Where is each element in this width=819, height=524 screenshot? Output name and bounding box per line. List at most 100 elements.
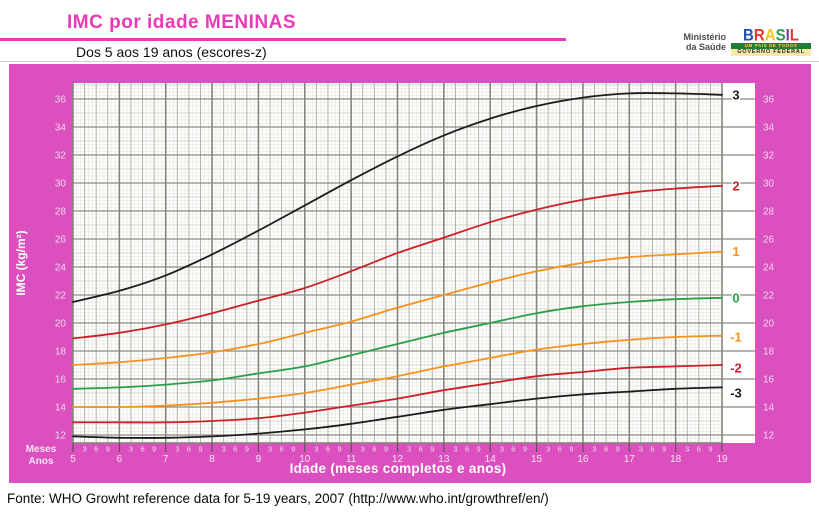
svg-text:18: 18	[670, 454, 682, 465]
svg-text:11: 11	[346, 454, 357, 465]
svg-text:36: 36	[763, 95, 775, 106]
svg-text:14: 14	[55, 403, 67, 414]
svg-text:3: 3	[175, 445, 179, 454]
svg-text:30: 30	[55, 179, 67, 190]
bmi-chart-panel: 5 6 7 8 9 10 11 12 13 14 15 16 17 18 19 3 6 9 3 6 9 3 6 9 3 6 9 3 6 9…	[9, 64, 811, 483]
svg-text:14: 14	[763, 403, 775, 414]
svg-text:34: 34	[763, 123, 775, 134]
svg-text:9: 9	[245, 445, 249, 454]
svg-text:9: 9	[384, 445, 388, 454]
bmi-chart-svg: 5 6 7 8 9 10 11 12 13 14 15 16 17 18 193 6 9 3 6 9 3 6 9 3 6 9 3 6 9…	[55, 83, 775, 465]
brasil-letter: S	[775, 26, 786, 45]
svg-text:16: 16	[55, 375, 67, 386]
svg-text:32: 32	[55, 151, 67, 162]
svg-text:16: 16	[577, 454, 589, 465]
brasil-letter: R	[753, 26, 765, 45]
curve-label-z-1: -1	[730, 330, 742, 345]
svg-text:6: 6	[117, 454, 123, 465]
ministry-of-health-label: Ministério da Saúde	[683, 32, 726, 53]
y-axis-title: IMC (kg/m²)	[14, 230, 28, 296]
svg-text:7: 7	[163, 454, 169, 465]
svg-text:22: 22	[763, 291, 775, 302]
svg-text:32: 32	[763, 151, 775, 162]
svg-text:20: 20	[763, 319, 775, 330]
svg-text:3: 3	[639, 445, 643, 454]
svg-text:22: 22	[55, 291, 67, 302]
svg-text:6: 6	[326, 445, 330, 454]
svg-text:6: 6	[604, 445, 608, 454]
svg-text:12: 12	[55, 431, 67, 442]
svg-text:14: 14	[485, 454, 497, 465]
svg-text:30: 30	[763, 179, 775, 190]
curve-label-z1: 1	[732, 244, 739, 259]
svg-text:20: 20	[55, 319, 67, 330]
curve-label-z-3: -3	[730, 386, 742, 401]
svg-text:34: 34	[55, 123, 67, 134]
svg-text:6: 6	[697, 445, 701, 454]
svg-text:3: 3	[546, 445, 550, 454]
svg-text:8: 8	[209, 454, 215, 465]
brasil-letter: I	[785, 26, 790, 45]
svg-text:19: 19	[716, 454, 728, 465]
svg-text:6: 6	[419, 445, 423, 454]
svg-text:36: 36	[55, 95, 67, 106]
title-underline	[0, 38, 566, 41]
svg-text:18: 18	[763, 347, 775, 358]
svg-text:9: 9	[430, 445, 434, 454]
svg-text:9: 9	[569, 445, 573, 454]
curve-label-z-2: -2	[730, 360, 742, 375]
svg-text:9: 9	[662, 445, 666, 454]
svg-text:9: 9	[337, 445, 341, 454]
svg-text:9: 9	[256, 454, 262, 465]
svg-text:3: 3	[407, 445, 411, 454]
svg-text:6: 6	[372, 445, 376, 454]
svg-text:6: 6	[465, 445, 469, 454]
svg-text:26: 26	[55, 235, 67, 246]
svg-text:28: 28	[763, 207, 775, 218]
svg-text:9: 9	[291, 445, 295, 454]
svg-text:12: 12	[392, 454, 404, 465]
curve-label-z2: 2	[732, 178, 739, 193]
svg-text:3: 3	[222, 445, 226, 454]
svg-text:16: 16	[763, 375, 775, 386]
curve-label-z0: 0	[732, 290, 739, 305]
svg-text:26: 26	[763, 235, 775, 246]
svg-text:6: 6	[511, 445, 515, 454]
svg-text:3: 3	[268, 445, 272, 454]
svg-text:6: 6	[280, 445, 284, 454]
svg-text:28: 28	[55, 207, 67, 218]
svg-text:3: 3	[453, 445, 457, 454]
svg-text:9: 9	[616, 445, 620, 454]
months-row-label: Meses	[25, 444, 57, 455]
svg-text:6: 6	[650, 445, 654, 454]
svg-text:12: 12	[763, 431, 775, 442]
svg-text:3: 3	[83, 445, 87, 454]
brasil-letter: A	[764, 26, 776, 45]
svg-text:6: 6	[94, 445, 98, 454]
svg-text:6: 6	[558, 445, 562, 454]
svg-text:9: 9	[198, 445, 202, 454]
svg-text:24: 24	[763, 263, 775, 274]
svg-text:6: 6	[233, 445, 237, 454]
svg-text:9: 9	[106, 445, 110, 454]
svg-text:9: 9	[477, 445, 481, 454]
brasil-letter: B	[743, 26, 754, 45]
curve-label-z3: 3	[732, 87, 739, 102]
svg-text:3: 3	[129, 445, 133, 454]
years-row-label: Anos	[28, 456, 54, 467]
header-divider	[0, 61, 819, 62]
source-note: Fonte: WHO Growht reference data for 5-1…	[7, 491, 549, 506]
svg-text:3: 3	[500, 445, 504, 454]
svg-text:17: 17	[624, 454, 636, 465]
svg-text:6: 6	[140, 445, 144, 454]
svg-text:18: 18	[55, 347, 67, 358]
svg-text:3: 3	[592, 445, 596, 454]
brasil-tagline: UM PAÍS DE TODOS	[731, 43, 811, 49]
svg-text:13: 13	[438, 454, 450, 465]
page-subtitle: Dos 5 aos 19 anos (escores-z)	[76, 44, 267, 60]
svg-text:3: 3	[685, 445, 689, 454]
